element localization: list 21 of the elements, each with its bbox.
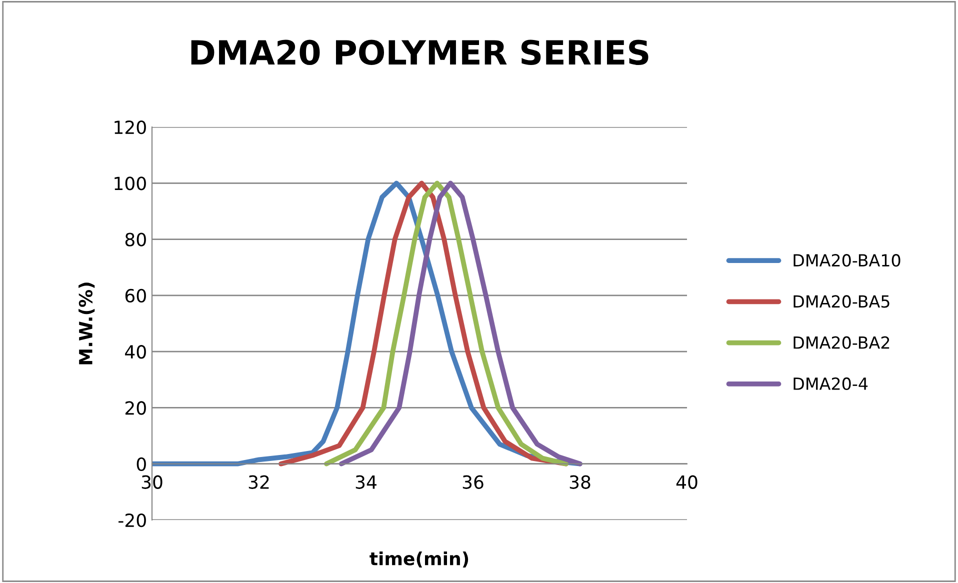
x-axis-title: time(min) (370, 551, 468, 568)
y-tick-label: 20 (125, 401, 146, 415)
y-tick-label: 0 (136, 457, 146, 471)
y-tick-label: 60 (125, 288, 146, 303)
legend-label: DMA20-BA10 (794, 254, 900, 267)
x-tick-label: 38 (570, 475, 590, 489)
legend-label: DMA20-4 (794, 377, 868, 390)
y-tick-label: 80 (125, 232, 146, 246)
x-tick-label: 30 (142, 475, 162, 489)
x-tick-label: 36 (462, 475, 484, 489)
x-tick-label: 34 (356, 475, 376, 489)
y-tick-label: 100 (114, 176, 146, 190)
x-tick-label: 32 (248, 475, 269, 489)
legend-label: DMA20-BA2 (794, 336, 890, 349)
legend-label: DMA20-BA5 (794, 295, 890, 308)
y-tick-label: 40 (125, 345, 146, 359)
y-axis-title: M.W.(%) (78, 282, 95, 364)
y-tick-label: -20 (118, 513, 146, 528)
y-tick-label: 120 (114, 120, 146, 134)
x-tick-label: 40 (676, 475, 698, 489)
chart-title: DMA20 POLYMER SERIES (191, 40, 648, 65)
